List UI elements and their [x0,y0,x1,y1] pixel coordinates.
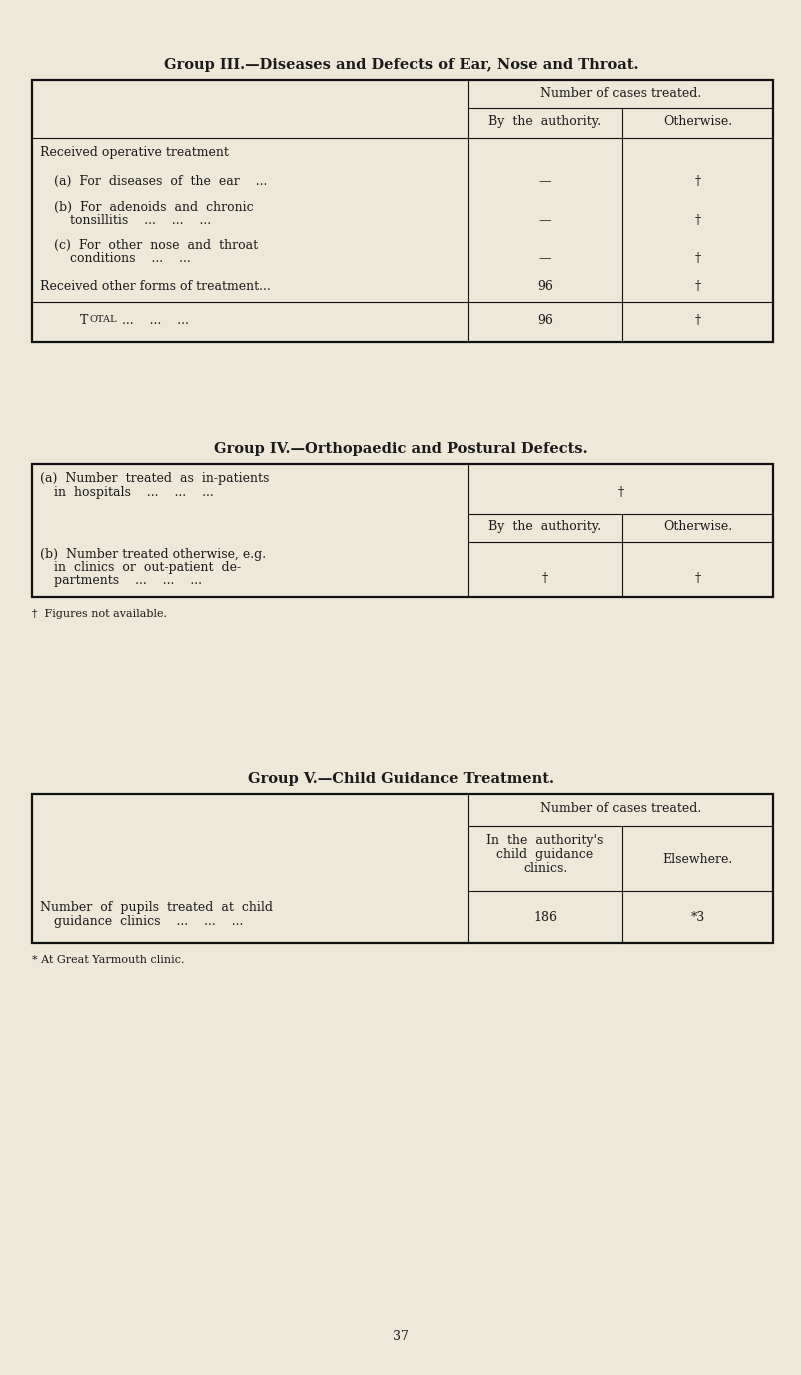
Text: 186: 186 [533,912,557,924]
Text: Number of cases treated.: Number of cases treated. [540,802,701,815]
Text: (b)  For  adenoids  and  chronic: (b) For adenoids and chronic [54,201,254,214]
Text: Elsewhere.: Elsewhere. [662,852,733,866]
Bar [32,80,773,342]
Bar [32,793,773,943]
Text: (b)  Number treated otherwise, e.g.: (b) Number treated otherwise, e.g. [40,549,266,561]
Text: ...    ...    ...: ... ... ... [122,314,189,327]
Text: (c)  For  other  nose  and  throat: (c) For other nose and throat [54,239,258,252]
Text: clinics.: clinics. [523,862,567,874]
Text: †: † [694,175,701,188]
Text: Received operative treatment: Received operative treatment [40,146,229,160]
Text: (a)  Number  treated  as  in-patients: (a) Number treated as in-patients [40,472,269,485]
Text: Received other forms of treatment...: Received other forms of treatment... [40,280,271,293]
Text: †  Figures not available.: † Figures not available. [32,609,167,619]
Text: Number of cases treated.: Number of cases treated. [540,87,701,100]
Text: Otherwise.: Otherwise. [663,520,732,534]
Text: Group V.—Child Guidance Treatment.: Group V.—Child Guidance Treatment. [248,771,554,786]
Text: By  the  authority.: By the authority. [489,116,602,128]
Text: †: † [694,314,701,327]
Text: —: — [539,214,551,227]
Text: Group IV.—Orthopaedic and Postural Defects.: Group IV.—Orthopaedic and Postural Defec… [214,441,588,456]
Text: †: † [694,214,701,227]
Text: 96: 96 [537,280,553,293]
Text: †: † [694,252,701,265]
Text: †: † [694,572,701,584]
Text: partments    ...    ...    ...: partments ... ... ... [54,573,202,587]
Text: (a)  For  diseases  of  the  ear    ...: (a) For diseases of the ear ... [54,175,268,188]
Text: *3: *3 [690,912,705,924]
Text: OTAL: OTAL [89,315,117,324]
Text: —: — [539,252,551,265]
Text: †: † [694,280,701,293]
Text: —: — [539,175,551,188]
Text: Group III.—Diseases and Defects of Ear, Nose and Throat.: Group III.—Diseases and Defects of Ear, … [163,58,638,72]
Text: In  the  authority's: In the authority's [486,835,604,847]
Text: in  clinics  or  out-patient  de-: in clinics or out-patient de- [54,561,241,573]
Text: in  hospitals    ...    ...    ...: in hospitals ... ... ... [54,485,214,499]
Text: guidance  clinics    ...    ...    ...: guidance clinics ... ... ... [54,914,244,928]
Text: †: † [542,572,548,584]
Text: 96: 96 [537,314,553,327]
Text: Number  of  pupils  treated  at  child: Number of pupils treated at child [40,901,273,914]
Text: conditions    ...    ...: conditions ... ... [70,252,191,265]
Text: * At Great Yarmouth clinic.: * At Great Yarmouth clinic. [32,956,184,965]
Text: T: T [80,314,88,327]
Text: child  guidance: child guidance [497,848,594,861]
Text: 37: 37 [393,1330,409,1343]
Text: †: † [618,485,623,499]
Bar [32,463,773,597]
Text: tonsillitis    ...    ...    ...: tonsillitis ... ... ... [70,214,211,227]
Text: Otherwise.: Otherwise. [663,116,732,128]
Text: By  the  authority.: By the authority. [489,520,602,534]
